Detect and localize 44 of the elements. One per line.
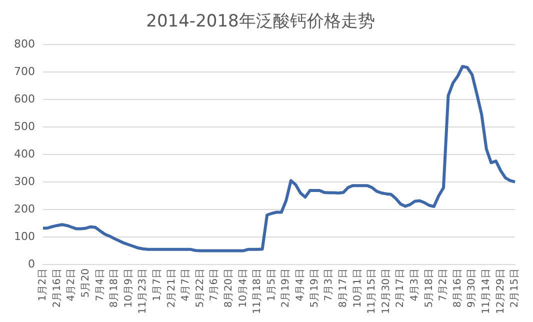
x-tick-label: 7月2日 xyxy=(438,268,450,302)
y-tick-label: 0 xyxy=(28,257,35,270)
x-tick-label: 2月15日 xyxy=(510,268,521,308)
x-tick-label: 4月4日 xyxy=(295,268,306,302)
x-tick-label: 2月19日 xyxy=(280,268,292,308)
y-tick-label: 700 xyxy=(14,64,35,78)
y-tick-label: 600 xyxy=(14,92,35,106)
x-tick-label: 8月17日 xyxy=(338,268,349,308)
x-tick-label: 5月20 xyxy=(80,268,92,298)
x-tick-label: 8月20日 xyxy=(224,268,235,308)
x-tick-label: 10月4日 xyxy=(238,268,249,308)
x-tick-label: 4月2日 xyxy=(66,268,78,302)
x-tick-label: 5月22日 xyxy=(194,268,206,308)
x-tick-label: 12月30日 xyxy=(380,268,392,314)
x-tick-label: 2月17日 xyxy=(395,268,406,308)
x-tick-label: 11月14日 xyxy=(480,268,492,314)
x-tick-label: 2月16日 xyxy=(52,268,63,308)
x-tick-label: 8月18日 xyxy=(109,268,120,308)
x-tick-label: 7月6日 xyxy=(209,268,220,302)
x-tick-label: 10月1日 xyxy=(352,268,364,308)
x-tick-label: 7月3日 xyxy=(324,268,335,302)
x-tick-label: 9月30日 xyxy=(466,268,478,308)
y-tick-label: 400 xyxy=(14,147,35,160)
y-tick-label: 200 xyxy=(14,202,35,216)
x-tick-label: 5月18日 xyxy=(424,268,435,308)
x-tick-label: 11月23日 xyxy=(138,268,149,314)
y-tick-label: 500 xyxy=(14,120,35,133)
x-tick-label: 10月9日 xyxy=(123,268,134,308)
x-tick-label: 1月7日 xyxy=(152,268,164,302)
y-tick-label: 100 xyxy=(14,230,35,243)
x-tick-label: 11月15日 xyxy=(366,268,378,314)
x-tick-label: 11月18日 xyxy=(252,268,264,314)
x-tick-label: 4月7日 xyxy=(180,268,192,302)
x-tick-label: 12月29日 xyxy=(495,268,506,314)
x-tick-label: 1月5日 xyxy=(266,268,278,302)
x-tick-label: 2月21日 xyxy=(166,268,178,308)
y-tick-label: 300 xyxy=(14,174,35,188)
x-tick-label: 5月19日 xyxy=(309,268,320,308)
x-tick-label: 4月3日 xyxy=(409,268,420,302)
x-tick-label: 8月16日 xyxy=(452,268,464,308)
chart-title: 2014-2018年泛酸钙价格走势 xyxy=(146,12,375,32)
x-tick-label: 1月2日 xyxy=(38,268,49,302)
x-tick-label: 7月4日 xyxy=(94,268,106,302)
y-tick-label: 800 xyxy=(14,37,35,50)
